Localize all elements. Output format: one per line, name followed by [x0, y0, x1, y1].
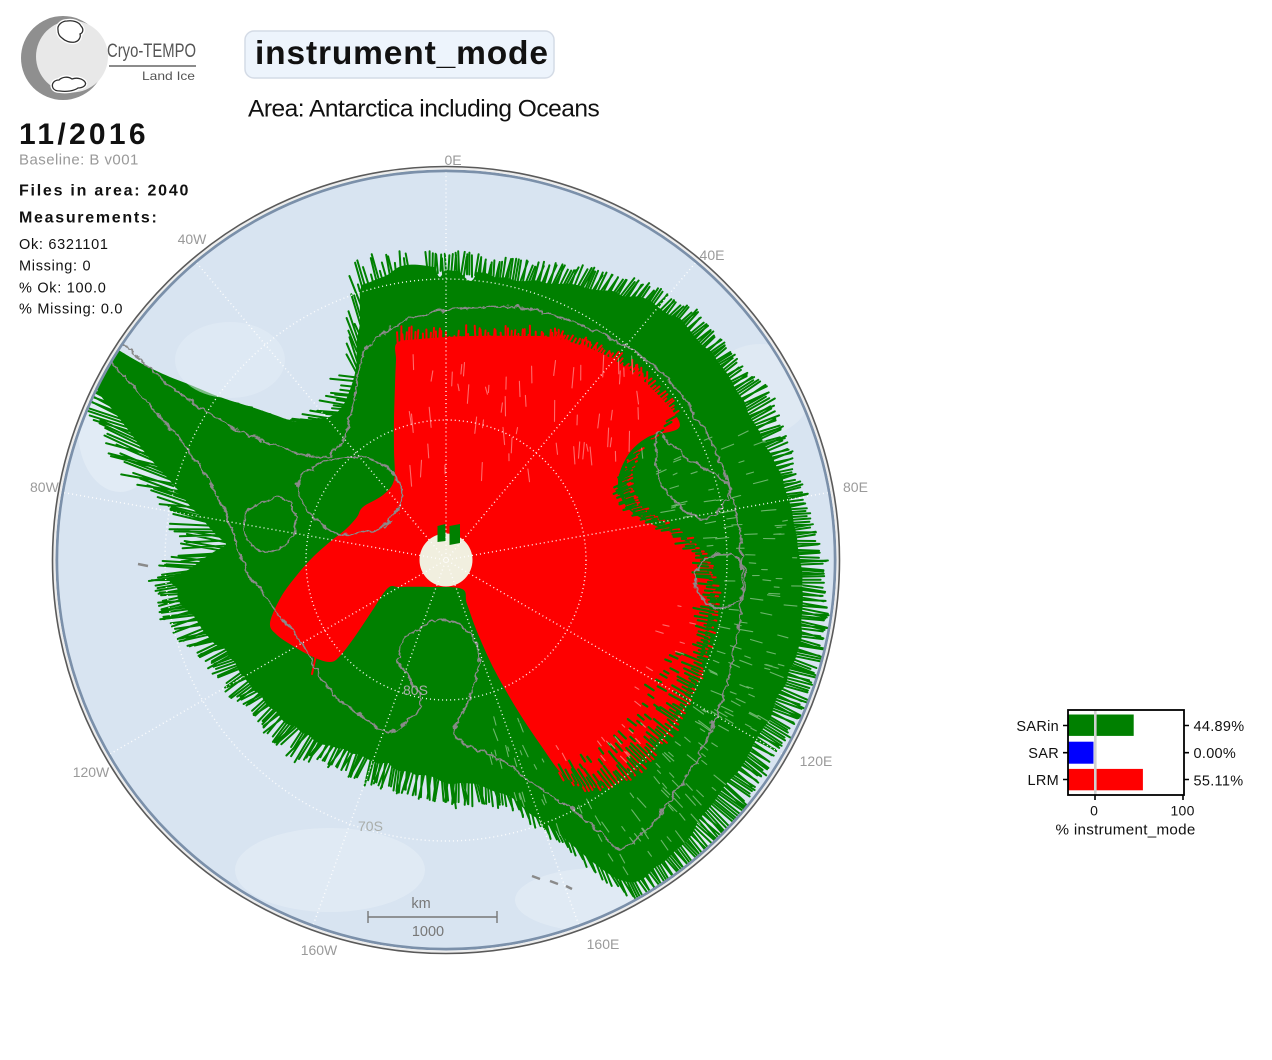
svg-text:% instrument_mode: % instrument_mode: [1056, 822, 1196, 839]
svg-text:% Missing: 0.0: % Missing: 0.0: [19, 302, 123, 318]
svg-text:SARin: SARin: [1016, 719, 1059, 735]
svg-text:160E: 160E: [587, 936, 620, 952]
svg-text:0E: 0E: [444, 152, 461, 168]
svg-text:40E: 40E: [700, 247, 725, 263]
svg-text:120W: 120W: [73, 764, 110, 780]
svg-text:SAR: SAR: [1028, 746, 1059, 762]
svg-text:instrument_mode: instrument_mode: [255, 35, 549, 72]
svg-text:Missing: 0: Missing: 0: [19, 259, 91, 275]
svg-text:11/2016: 11/2016: [19, 118, 149, 151]
svg-text:160W: 160W: [301, 942, 338, 958]
svg-text:80S: 80S: [403, 682, 428, 698]
svg-text:120E: 120E: [800, 753, 833, 769]
svg-text:0: 0: [1090, 803, 1098, 819]
svg-text:Area: Antarctica including Oce: Area: Antarctica including Oceans: [248, 96, 599, 123]
svg-text:44.89%: 44.89%: [1194, 719, 1245, 735]
svg-text:Land Ice: Land Ice: [142, 69, 195, 83]
svg-text:80W: 80W: [30, 479, 60, 495]
svg-text:Ok: 6321101: Ok: 6321101: [19, 237, 109, 253]
svg-text:km: km: [411, 896, 430, 912]
svg-text:Measurements:: Measurements:: [19, 210, 158, 227]
svg-text:80E: 80E: [843, 479, 868, 495]
svg-text:Files in area: 2040: Files in area: 2040: [19, 183, 190, 200]
svg-text:Cryo-TEMPO: Cryo-TEMPO: [107, 41, 196, 62]
svg-text:Baseline: B v001: Baseline: B v001: [19, 152, 139, 169]
svg-text:70S: 70S: [358, 818, 383, 834]
svg-text:LRM: LRM: [1027, 773, 1059, 789]
svg-text:55.11%: 55.11%: [1194, 774, 1244, 790]
svg-text:1000: 1000: [412, 924, 444, 940]
svg-text:40W: 40W: [178, 231, 208, 247]
svg-text:0.00%: 0.00%: [1194, 746, 1237, 762]
svg-text:100: 100: [1170, 803, 1194, 819]
svg-text:% Ok: 100.0: % Ok: 100.0: [19, 281, 107, 297]
